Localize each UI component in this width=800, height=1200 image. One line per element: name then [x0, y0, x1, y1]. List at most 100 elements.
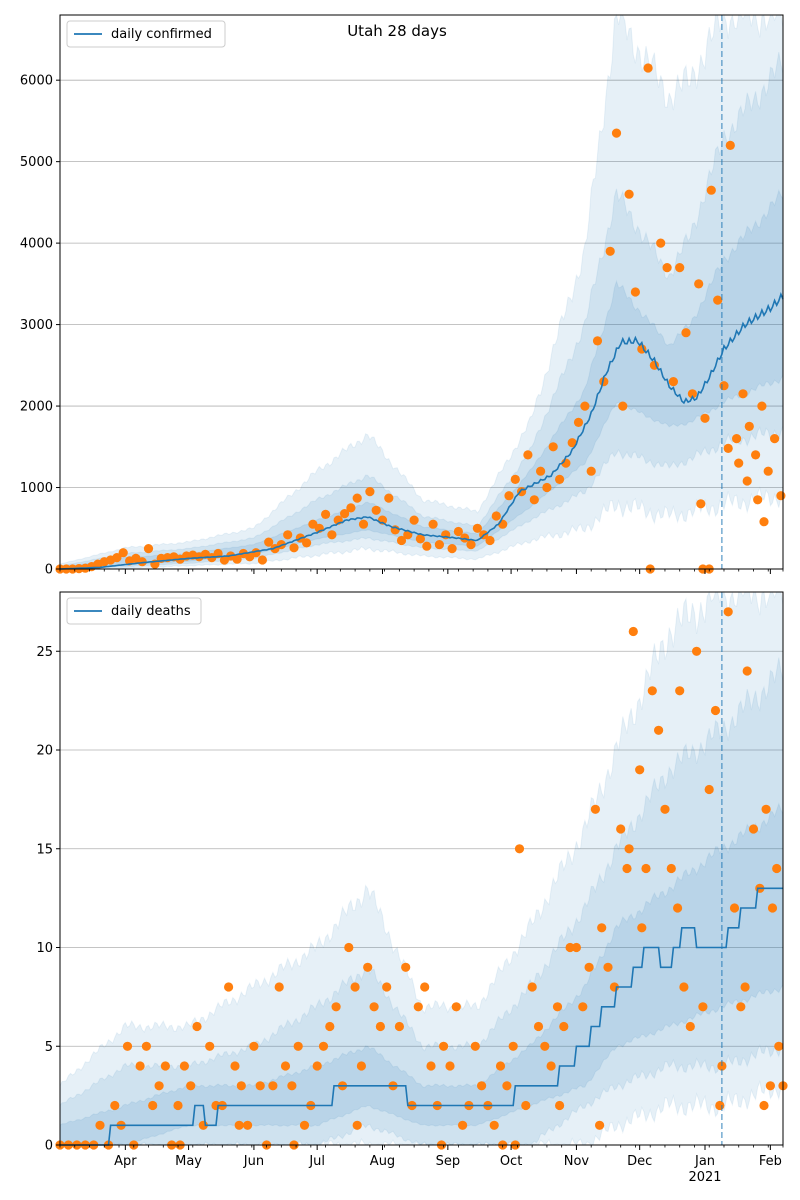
confirmed-observed-point: [340, 508, 350, 519]
deaths-observed-point: [445, 1061, 455, 1071]
deaths-observed-point: [584, 962, 594, 972]
confirmed-observed-point: [770, 434, 780, 444]
deaths-forecast-line: [60, 887, 783, 1146]
confirmed-observed-point: [327, 530, 337, 540]
deaths-observed-point: [154, 1081, 164, 1091]
deaths-observed-point: [489, 1120, 499, 1130]
confirmed-observed-point: [384, 493, 394, 503]
deaths-y-tick-label: 15: [36, 842, 53, 857]
deaths-observed-point: [331, 1002, 341, 1012]
confirmed-observed-point: [358, 519, 369, 529]
confirmed-observed-point: [618, 401, 628, 411]
deaths-observed-point: [704, 784, 714, 795]
deaths-observed-point: [205, 1041, 215, 1051]
confirmed-observed-point: [264, 537, 274, 547]
deaths-observed-point: [759, 1100, 769, 1111]
confirmed-observed-point: [734, 458, 744, 468]
deaths-observed-point: [280, 1061, 291, 1071]
deaths-observed-point: [325, 1021, 335, 1032]
year-label: 2021: [688, 1170, 721, 1185]
deaths-observed-point: [698, 1002, 708, 1012]
confirmed-observed-point: [776, 491, 786, 501]
deaths-observed-point: [772, 863, 782, 874]
confirmed-observed-point: [605, 246, 615, 256]
x-tick-label: Sep: [436, 1154, 461, 1169]
confirmed-observed-point: [137, 557, 147, 567]
confirmed-panel: 0 1000 2000 3000 4000 5000 6000 Utah 28 days d…: [20, 13, 786, 578]
deaths-observed-point: [692, 646, 702, 656]
deaths-legend: daily deaths: [66, 597, 202, 625]
deaths-y-axis: 0 5 10 15 20 25: [36, 645, 60, 1154]
deaths-observed-point: [641, 863, 651, 874]
deaths-observed-point: [729, 903, 740, 913]
confirmed-observed-point: [656, 238, 666, 248]
confirmed-observed-point: [555, 474, 565, 484]
deaths-observed-point: [375, 1021, 385, 1032]
deaths-observed-point: [186, 1081, 196, 1091]
confirmed-observed-point: [118, 548, 128, 558]
confirmed-observed-point: [732, 434, 742, 444]
deaths-observed-point: [249, 1041, 259, 1051]
confirmed-observed-point: [409, 515, 419, 525]
deaths-observed-point: [173, 1100, 183, 1111]
confirmed-observed-point: [365, 487, 375, 497]
confirmed-observed-point: [668, 377, 679, 387]
deaths-observed-point: [595, 1120, 605, 1130]
deaths-observed-point: [616, 824, 626, 834]
confirmed-observed-point: [523, 450, 533, 460]
deaths-observed-point: [356, 1061, 366, 1071]
confirmed-observed-point: [757, 401, 767, 411]
deaths-observed-point: [559, 1021, 569, 1032]
confirmed-observed-point: [289, 543, 299, 553]
deaths-observed-point: [597, 923, 607, 933]
deaths-observed-point: [514, 844, 525, 854]
deaths-observed-point: [590, 804, 601, 814]
deaths-observed-point: [236, 1081, 246, 1091]
confirmed-observed-point: [548, 442, 558, 452]
deaths-observed-point: [508, 1041, 518, 1051]
deaths-observed-point: [224, 982, 234, 992]
deaths-observed-point: [765, 1081, 776, 1091]
deaths-observed-point: [723, 607, 733, 617]
deaths-observed-point: [160, 1061, 170, 1071]
deaths-y-tick-label: 0: [45, 1139, 53, 1154]
deaths-observed-point: [352, 1120, 362, 1130]
x-tick-label: Nov: [564, 1154, 590, 1169]
confirmed-observed-point: [504, 491, 514, 501]
confirmed-observed-point: [738, 389, 748, 399]
confirmed-observed-point: [472, 523, 482, 533]
confirmed-observed-point: [694, 279, 704, 289]
deaths-observed-point: [715, 1100, 725, 1111]
deaths-observed-point: [637, 923, 647, 933]
deaths-observed-point: [710, 705, 721, 716]
deaths-y-tick-label: 25: [36, 645, 53, 660]
confirmed-x-axis: [59, 569, 784, 574]
deaths-observed-point: [666, 863, 676, 874]
confirmed-observed-point: [624, 189, 634, 199]
confirmed-observed-point: [759, 517, 769, 527]
confirmed-observed-point: [257, 555, 267, 565]
deaths-observed-point: [293, 1041, 303, 1051]
confirmed-observed-point: [232, 554, 242, 564]
deaths-observed-point: [439, 1041, 449, 1051]
deaths-observed-point: [675, 686, 685, 696]
confirmed-observed-point: [643, 63, 653, 73]
confirmed-observed-point: [681, 328, 691, 338]
deaths-observed-point: [774, 1041, 784, 1051]
confirmed-observed-point: [725, 140, 735, 150]
deaths-y-tick-label: 20: [36, 744, 53, 759]
confirmed-observed-point: [744, 421, 754, 431]
confirmed-legend-label: daily confirmed: [111, 27, 212, 42]
deaths-observed-point: [192, 1021, 202, 1032]
confirmed-observed-point: [485, 535, 495, 546]
deaths-observed-point: [318, 1041, 329, 1051]
deaths-observed-point: [521, 1100, 531, 1111]
deaths-observed-point: [624, 844, 634, 854]
deaths-observed-point: [268, 1081, 278, 1091]
deaths-observed-point: [369, 1002, 379, 1012]
deaths-observed-point: [654, 725, 664, 735]
confirmed-observed-point: [529, 495, 539, 505]
confirmed-observed-point: [143, 544, 154, 554]
deaths-observed-point: [426, 1061, 436, 1071]
deaths-observed-point: [401, 962, 411, 972]
